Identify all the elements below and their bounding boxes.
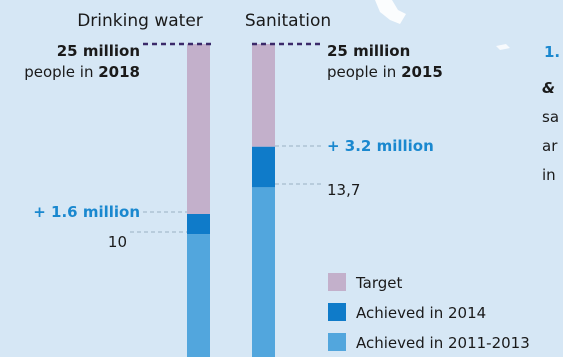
bar-sanitation-achieved-2014 [252,146,275,188]
san-base-label: 13,7 [327,181,360,199]
water-base-label: 10 [108,233,127,251]
legend-swatch-2014 [328,303,346,321]
water-target-year: 2018 [98,63,140,81]
bar-sanitation-target [252,44,275,147]
bars [187,44,275,357]
side-line-3: in [542,166,556,184]
bar-drinking-water-achieved-2011-2013 [187,234,210,357]
map-dot [496,44,510,50]
legend-label-2014: Achieved in 2014 [356,304,486,322]
san-target-pre: people in [327,63,401,81]
water-target-caption: people in 2018 [24,63,140,81]
san-gain-label: + 3.2 million [327,137,434,155]
legend-label-2011-2013: Achieved in 2011-2013 [356,334,530,352]
legend-swatch-target [328,273,346,291]
bar-drinking-water-target [187,44,210,214]
water-target-value: 25 million [57,42,140,60]
legend: Target Achieved in 2014 Achieved in 2011… [328,273,530,352]
san-target-value: 25 million [327,42,410,60]
legend-label-target: Target [355,274,403,292]
bar-drinking-water-achieved-2014 [187,214,210,235]
category-label-drinking-water: Drinking water [77,11,203,31]
map-shape [375,0,406,24]
san-target-caption: people in 2015 [327,63,443,81]
legend-swatch-2011-2013 [328,333,346,351]
water-gain-label: + 1.6 million [33,203,140,221]
side-heading-b: & [542,79,555,97]
side-line-2: ar [542,137,558,155]
side-line-1: sa [542,108,559,126]
water-target-pre: people in [24,63,98,81]
san-target-year: 2015 [401,63,443,81]
bar-sanitation-achieved-2011-2013 [252,187,275,357]
category-label-sanitation: Sanitation [245,11,331,31]
side-heading-a: 1. [544,43,560,61]
